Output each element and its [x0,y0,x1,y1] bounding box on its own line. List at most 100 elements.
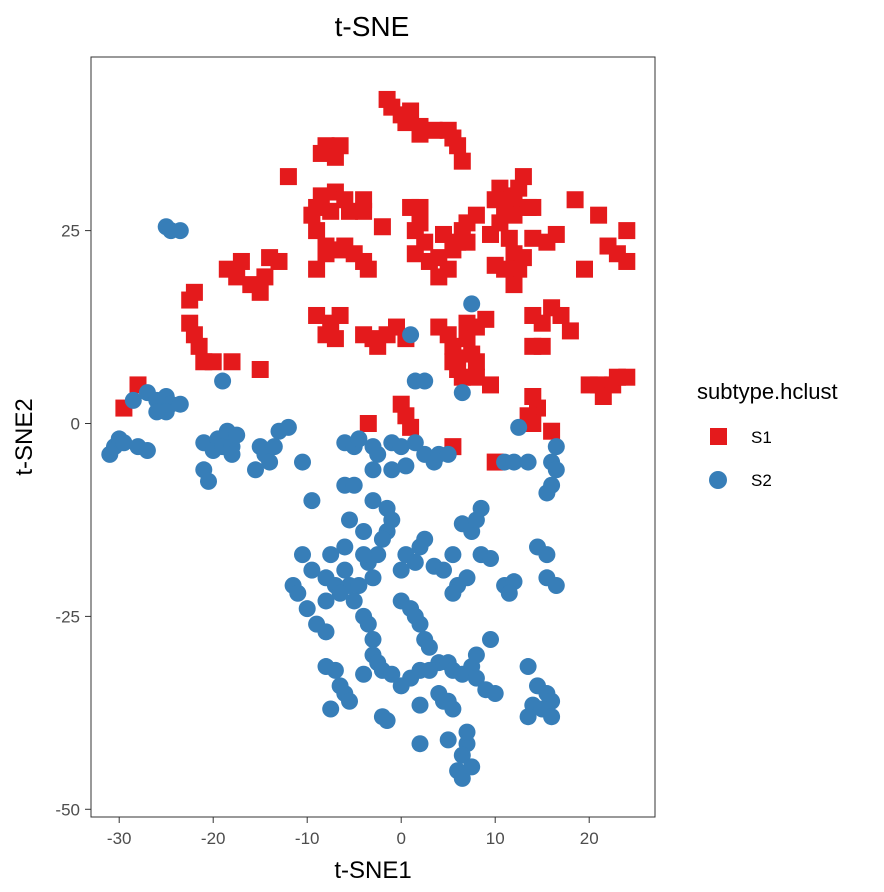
point-s1-95 [251,283,269,301]
point-s1-140 [359,414,377,432]
point-s2-57 [397,457,415,475]
point-s2-130 [420,661,438,679]
point-s1-15 [331,137,349,155]
point-s2-56 [383,461,401,479]
point-s2-40 [294,453,311,471]
axis-ticks: -30 -20 -10 0 10 20 -50 -25 0 25 [55,222,598,848]
point-s2-7 [416,372,434,390]
point-s1-89 [223,353,241,371]
point-s2-58 [303,492,321,510]
point-s1-72 [524,229,542,247]
point-s1-10 [449,137,467,155]
point-s1-150 [543,422,561,440]
point-s1-68 [510,260,528,278]
point-s2-116 [458,569,476,587]
point-s1-33 [308,260,326,278]
point-s1-81 [618,222,636,240]
point-s1-37 [411,198,429,216]
point-s1-16 [279,168,297,186]
point-s1-61 [486,191,504,209]
point-s2-71 [303,561,321,579]
point-s1-99 [308,306,326,324]
point-s2-158 [547,438,565,456]
point-s1-122 [467,318,485,336]
point-s1-24 [303,206,321,224]
point-s1-50 [467,206,485,224]
point-s2-134 [326,661,344,679]
point-s2-146 [439,731,457,749]
point-s2-145 [411,735,429,753]
point-s2-73 [322,546,340,564]
point-s2-55 [364,461,382,479]
x-tick-label-5: 20 [580,829,599,848]
point-s2-142 [411,696,429,714]
point-s1-74 [547,225,565,243]
point-s2-166 [538,546,556,564]
point-s2-19 [171,395,189,413]
point-s2-169 [519,658,537,676]
point-s1-83 [181,291,199,309]
point-s1-26 [308,222,326,240]
point-s1-123 [482,376,499,394]
point-s1-25 [322,202,340,220]
legend-label-s1: S1 [751,428,772,447]
point-s1-71 [486,256,504,274]
point-s2-14 [138,442,156,460]
point-s2-88 [359,615,377,633]
point-s2-94 [416,530,434,548]
point-s1-131 [524,337,542,355]
point-s2-76 [350,577,368,595]
point-s2-137 [322,700,340,718]
point-s2-52 [439,445,457,463]
point-s2-4 [402,326,420,344]
point-s2-156 [510,418,528,436]
x-axis-label: t-SNE1 [334,857,411,884]
point-s2-77 [364,569,382,587]
point-s1-80 [618,252,636,270]
point-s2-70 [294,546,311,564]
point-s1-86 [190,337,208,355]
point-s1-65 [500,229,518,247]
point-s2-152 [463,758,481,776]
legend: subtype.hclust S1 S2 [697,379,838,490]
point-s2-68 [341,511,358,529]
point-s2-101 [472,499,490,517]
x-tick-label-3: 0 [396,829,405,848]
point-s1-101 [326,330,344,348]
point-s2-74 [336,561,354,579]
point-s2-63 [373,530,391,548]
point-s2-67 [355,523,373,541]
point-s2-161 [538,484,556,502]
point-s1-23 [355,202,373,220]
legend-key-s1 [710,428,727,445]
x-tick-label-1: -20 [201,829,226,848]
y-tick-label-0: -50 [55,800,80,819]
point-s2-139 [355,665,373,683]
point-s1-21 [341,202,358,220]
point-s2-168 [547,577,565,595]
point-s1-59 [524,198,542,216]
point-s2-118 [482,550,499,568]
point-s1-119 [467,353,485,371]
point-s2-80 [317,592,335,610]
point-s2-45 [369,445,387,463]
point-s1-51 [435,225,452,243]
point-s1-13 [312,144,330,162]
point-s1-88 [204,353,222,371]
point-s1-6 [411,125,429,143]
point-s2-28 [223,445,241,463]
point-s2-122 [486,685,504,703]
point-s2-21 [148,403,166,421]
point-s2-66 [355,546,373,564]
point-s1-7 [425,121,443,139]
point-s2-32 [200,472,217,490]
point-s1-11 [453,152,471,170]
point-s2-79 [331,584,349,602]
point-s2-90 [392,561,410,579]
point-s2-83 [298,600,316,618]
point-s2-37 [247,461,264,479]
chart-title: t-SNE [335,11,410,42]
point-s2-141 [378,712,396,730]
point-s2-155 [519,453,537,471]
point-s2-138 [341,692,358,710]
